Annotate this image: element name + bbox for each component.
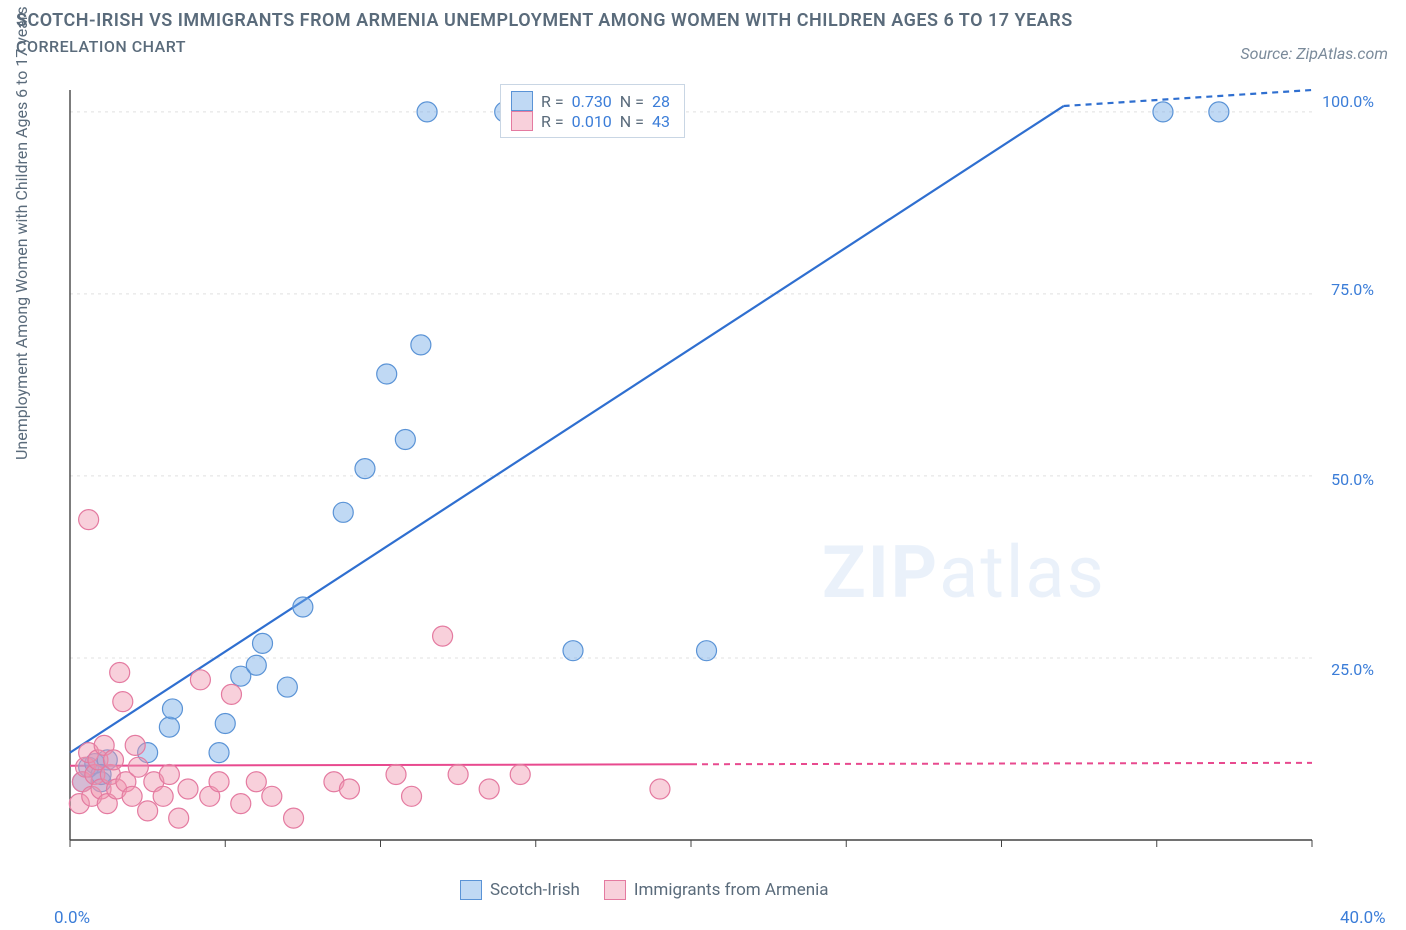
legend-r-value-0: 0.730 [572,92,612,111]
x-tick-0: 0.0% [54,908,90,928]
legend-r-value-1: 0.010 [572,112,612,131]
legend-item-scotch-irish: Scotch-Irish [460,880,580,900]
legend-n-value-0: 28 [652,92,670,111]
legend-n-label: N = [620,112,644,131]
legend-swatch-scotch-irish-icon [460,880,482,900]
chart-title: SCOTCH-IRISH VS IMMIGRANTS FROM ARMENIA … [16,10,1390,31]
legend-n-value-1: 43 [652,112,670,131]
watermark-bold: ZIP [822,530,939,615]
y-tick-100: 100.0% [1322,92,1374,111]
legend-label-scotch-irish: Scotch-Irish [490,880,580,900]
chart-subtitle: CORRELATION CHART [16,37,1390,56]
y-tick-25: 25.0% [1331,660,1374,679]
legend-correlation-box: R = 0.730 N = 28 R = 0.010 N = 43 [500,84,685,138]
y-tick-50: 50.0% [1331,470,1374,489]
watermark: ZIPatlas [822,530,1106,615]
legend-series: Scotch-Irish Immigrants from Armenia [460,880,828,900]
title-block: SCOTCH-IRISH VS IMMIGRANTS FROM ARMENIA … [0,0,1406,60]
x-tick-40: 40.0% [1340,908,1386,928]
source-attribution: Source: ZipAtlas.com [1240,44,1388,63]
legend-label-armenia: Immigrants from Armenia [634,880,829,900]
y-axis-label: Unemployment Among Women with Children A… [12,6,31,460]
legend-n-label: N = [620,92,644,111]
legend-r-label: R = [541,92,564,111]
legend-r-label: R = [541,112,564,131]
legend-row-scotch-irish: R = 0.730 N = 28 [511,91,670,111]
legend-swatch-armenia [511,111,533,131]
legend-row-armenia: R = 0.010 N = 43 [511,111,670,131]
y-tick-75: 75.0% [1331,280,1374,299]
legend-item-armenia: Immigrants from Armenia [604,880,829,900]
legend-swatch-scotch-irish [511,91,533,111]
legend-swatch-armenia-icon [604,880,626,900]
scatter-plot [62,80,1382,870]
watermark-light: atlas [939,530,1106,615]
chart-area: ZIPatlas 25.0% 50.0% 75.0% 100.0% [62,80,1382,870]
